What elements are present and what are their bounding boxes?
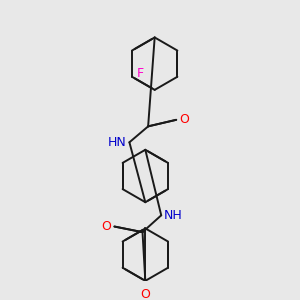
Text: NH: NH — [164, 209, 183, 222]
Text: HN: HN — [108, 136, 127, 149]
Text: F: F — [137, 68, 144, 80]
Text: O: O — [140, 288, 150, 300]
Text: O: O — [179, 113, 189, 126]
Text: O: O — [102, 220, 112, 233]
